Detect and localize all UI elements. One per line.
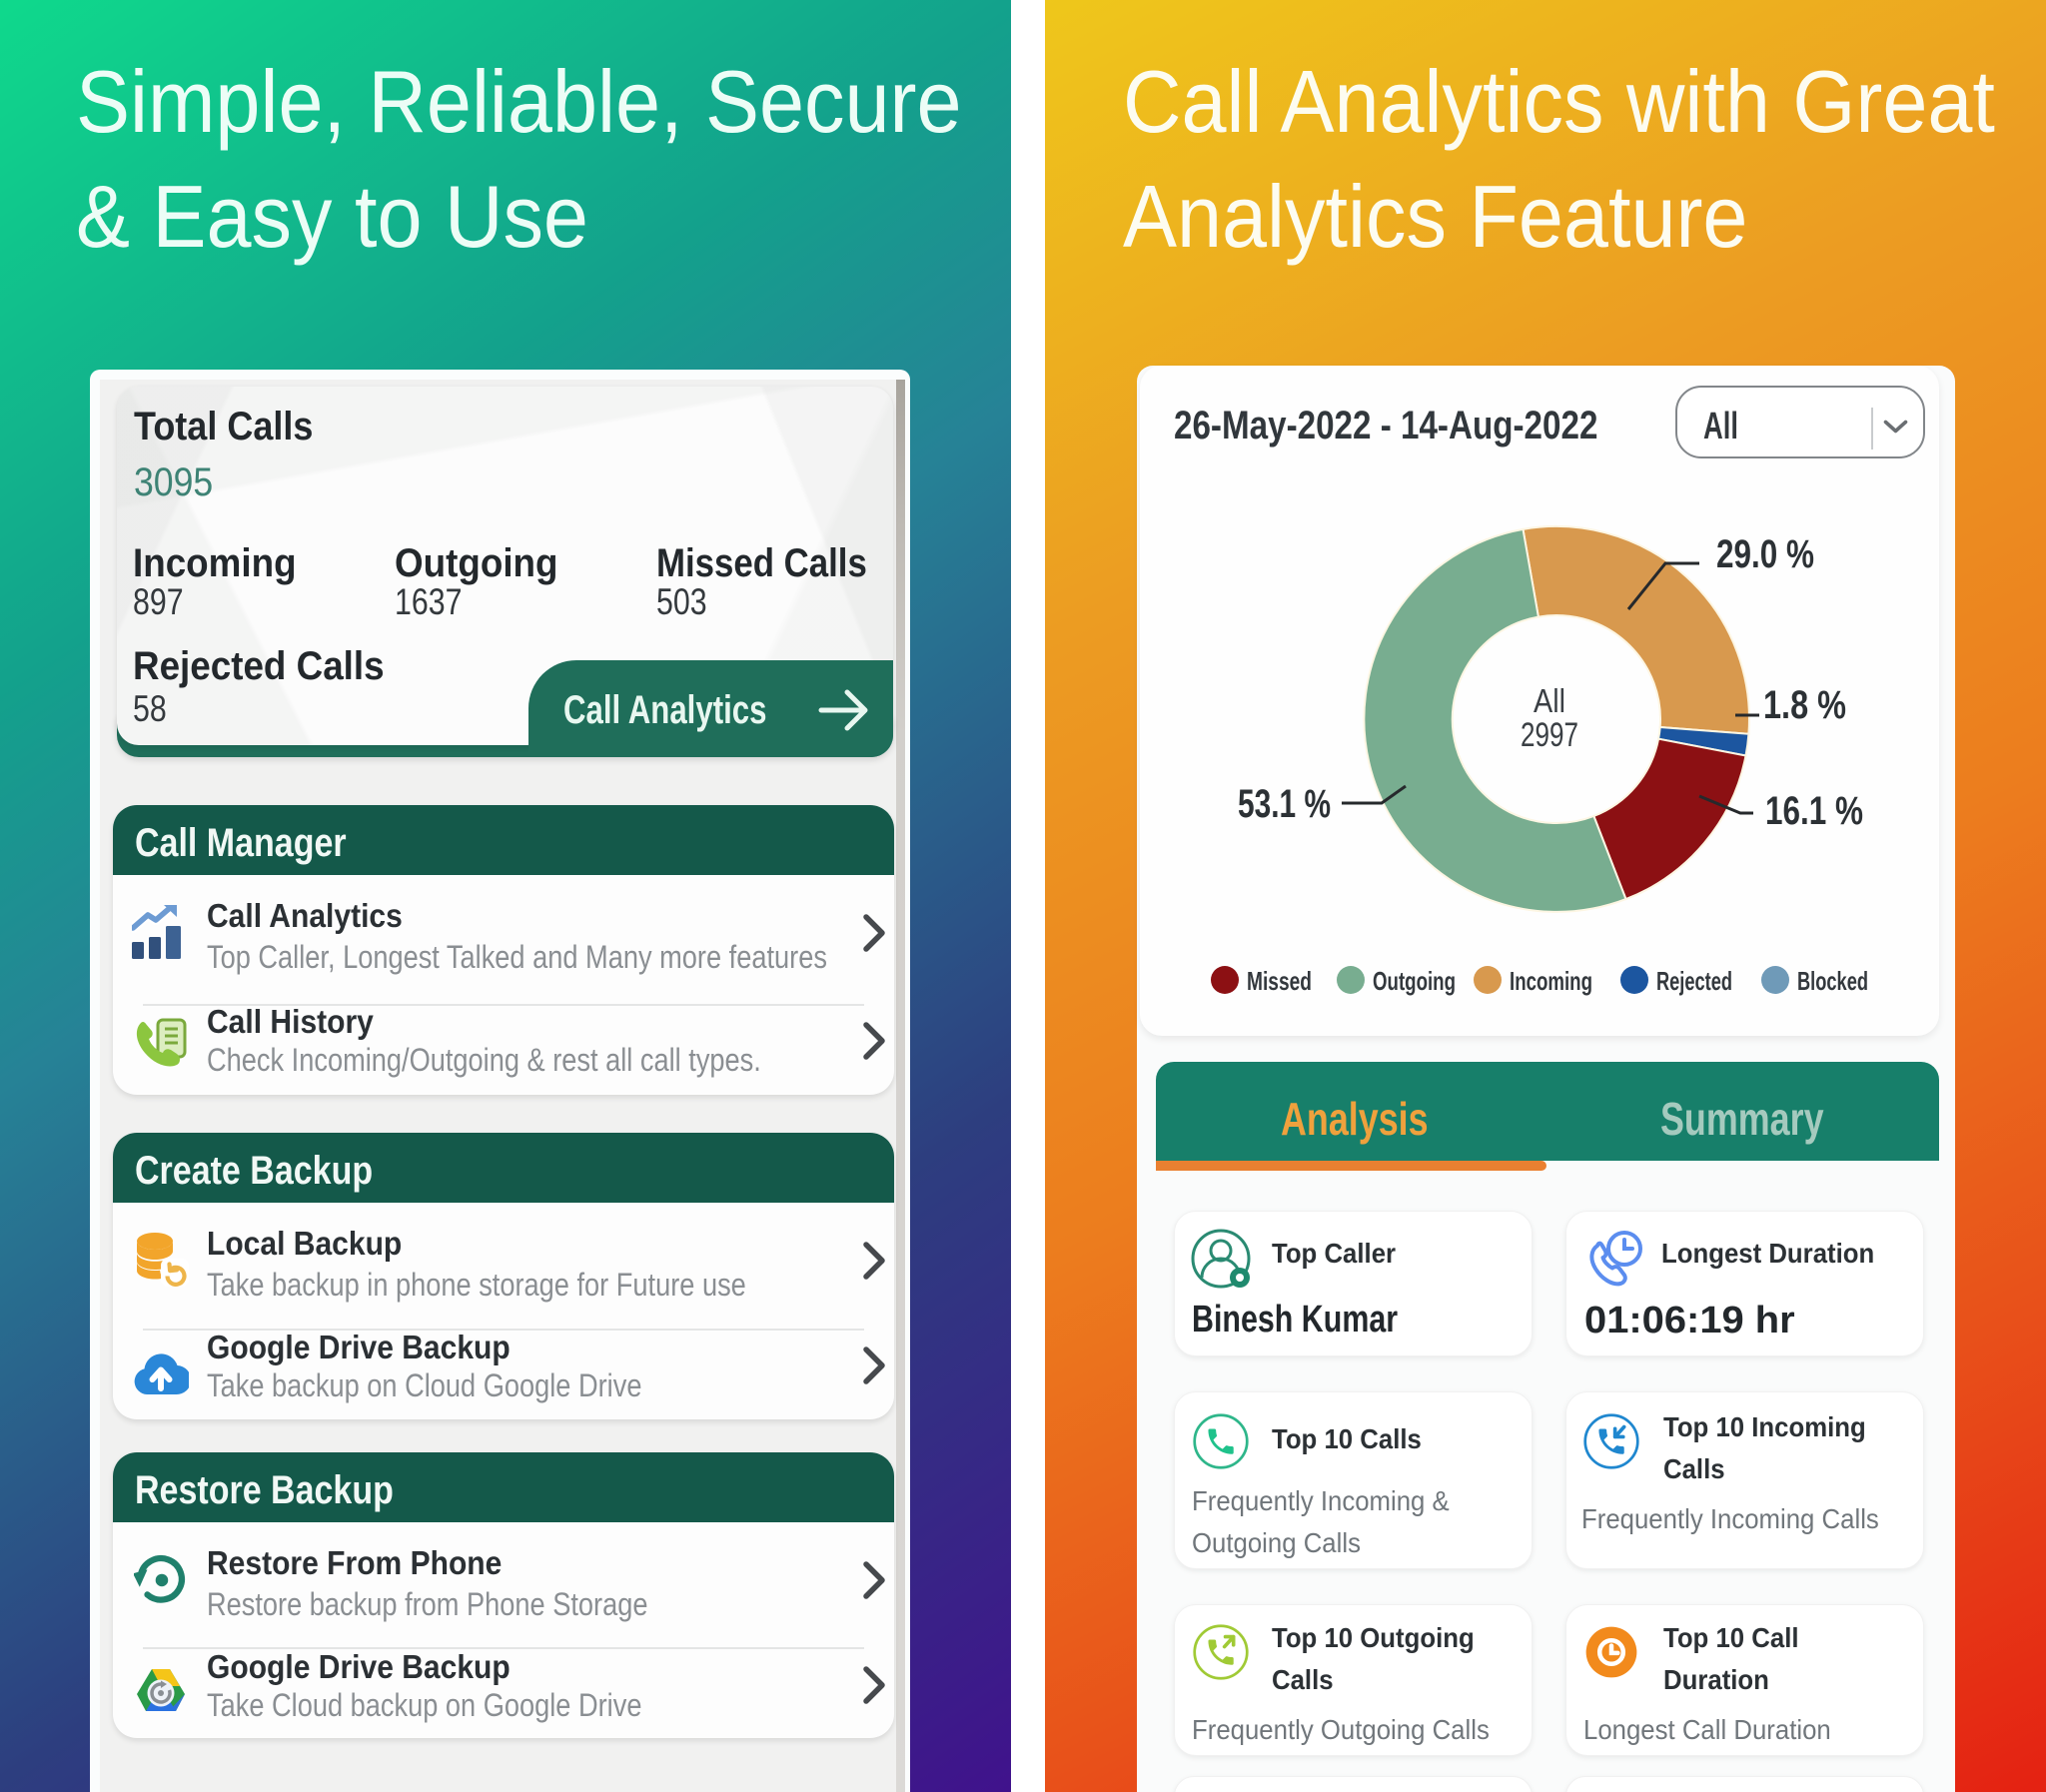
- svg-text:Blocked: Blocked: [1797, 966, 1868, 996]
- svg-text:Outgoing: Outgoing: [1373, 966, 1456, 996]
- svg-text:Missed: Missed: [1247, 966, 1312, 996]
- svg-text:All: All: [1534, 682, 1565, 719]
- svg-text:16.1 %: 16.1 %: [1765, 789, 1863, 833]
- svg-text:Incoming: Incoming: [1510, 966, 1592, 996]
- svg-text:29.0 %: 29.0 %: [1716, 532, 1814, 576]
- svg-text:1.8 %: 1.8 %: [1763, 683, 1846, 727]
- svg-text:Rejected: Rejected: [1656, 966, 1732, 996]
- svg-text:53.1 %: 53.1 %: [1238, 782, 1331, 826]
- svg-text:2997: 2997: [1521, 716, 1578, 754]
